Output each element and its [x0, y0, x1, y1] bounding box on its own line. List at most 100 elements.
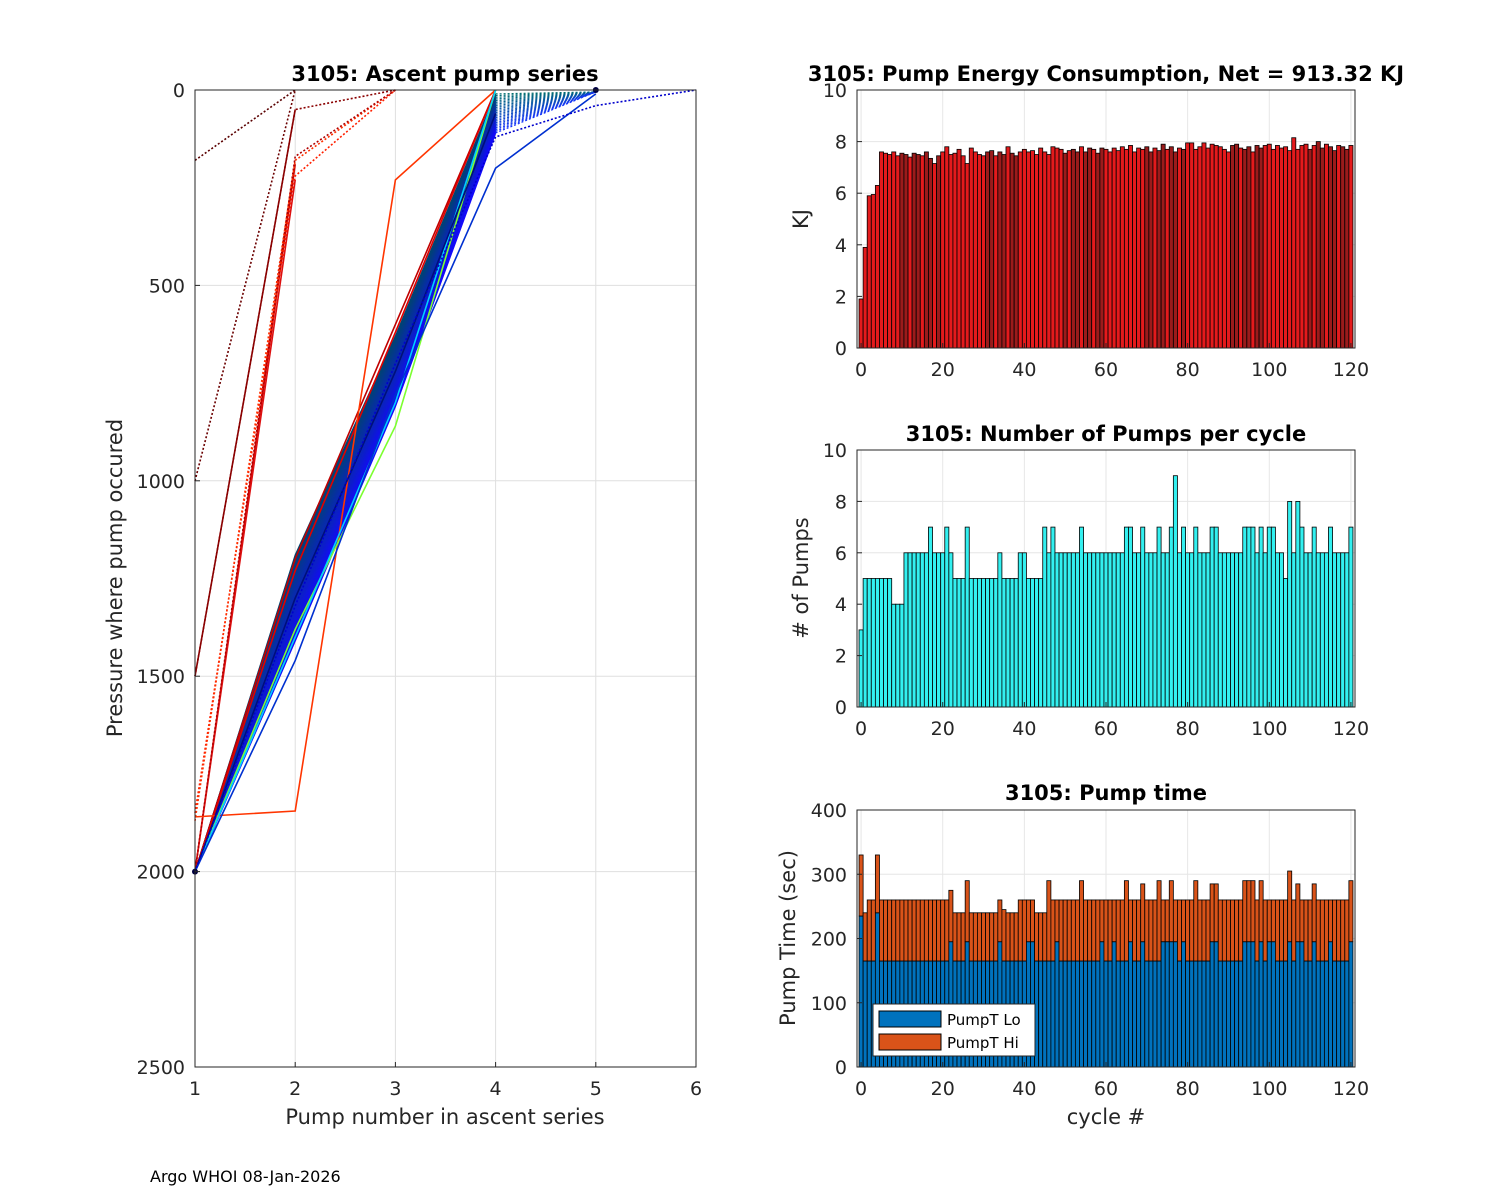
- energy-bar: [972, 151, 978, 349]
- pumps-bar: [1136, 552, 1142, 708]
- energy-ytick-label: 8: [835, 132, 847, 154]
- pumpt-hi-bar: [1144, 899, 1150, 962]
- pumpt-hi-bar: [1115, 899, 1121, 962]
- pumpt-lo-bar: [1128, 941, 1133, 1068]
- ascent-bundle-tail: [495, 91, 597, 132]
- pumpt-lo-bar: [1221, 960, 1227, 1068]
- pumpt-hi-bar: [1250, 880, 1256, 943]
- energy-xtick-label: 60: [1094, 359, 1118, 381]
- pumps-ytick-label: 10: [823, 440, 847, 462]
- pumps-bar: [1001, 578, 1007, 708]
- pumpt-hi-bar: [932, 899, 937, 962]
- ascent-ytick-label: 2500: [137, 1057, 185, 1079]
- energy-bar: [1181, 148, 1186, 349]
- energy-bar: [1054, 147, 1060, 349]
- energy-bar: [1250, 151, 1256, 349]
- pumpt-hi-bar: [1087, 899, 1093, 962]
- pumpt-hi-bar: [1205, 899, 1211, 962]
- energy-bar: [895, 155, 901, 349]
- pumpt-hi-bar: [1119, 899, 1125, 962]
- pumps-bar: [944, 526, 950, 708]
- pumps-bar: [1017, 552, 1023, 708]
- pumps-xtick-label: 80: [1176, 718, 1200, 740]
- pumpt-hi-bar: [936, 899, 942, 962]
- footer-text: Argo WHOI 08-Jan-2026: [150, 1167, 341, 1186]
- energy-bar: [985, 151, 991, 349]
- ascent-bundle-tail: [495, 91, 596, 97]
- pumpt-hi-bar: [915, 899, 921, 962]
- pumps-bar: [932, 552, 937, 708]
- energy-bar: [936, 155, 942, 349]
- energy-bar: [887, 154, 893, 349]
- pumpt-hi-bar: [1160, 899, 1166, 943]
- energy-bar: [944, 146, 950, 349]
- pumpt-lo-bar: [1213, 941, 1219, 1068]
- pumps-bar: [981, 578, 986, 708]
- ascent-xtick-label: 6: [690, 1078, 702, 1100]
- pumps-bar: [1144, 552, 1150, 708]
- pumpt-lo-bar: [1111, 941, 1117, 1068]
- pumpt-lo-bar: [1189, 960, 1195, 1068]
- pumps-bar: [1095, 552, 1101, 708]
- pumpt-hi-bar: [1340, 899, 1346, 962]
- pumpt-lo-bar: [1103, 960, 1109, 1068]
- pumpt-lo-bar: [1058, 960, 1064, 1068]
- energy-bar: [899, 152, 905, 349]
- pumpt-lo-bar: [1172, 941, 1178, 1068]
- energy-bar: [1205, 147, 1211, 349]
- pumpt-hi-bar: [972, 912, 978, 962]
- pumps-bar: [1262, 552, 1268, 708]
- pumpt-lo-bar: [1107, 960, 1113, 1068]
- pumpt-lo-bar: [1226, 960, 1231, 1068]
- ascent-ytick-label: 1000: [137, 471, 185, 493]
- pumpt-lo-bar: [1144, 960, 1150, 1068]
- ascent-bundle-tail: [495, 91, 596, 95]
- pumps-bar: [1213, 526, 1219, 708]
- pumps-ticks: 0 20 40 60 80 100 120 0 2 4 6 8 10: [823, 440, 1369, 740]
- energy-bar: [1291, 137, 1297, 349]
- energy-ytick-label: 10: [823, 80, 847, 102]
- pumps-bar: [1307, 552, 1313, 708]
- energy-bar: [1197, 146, 1203, 349]
- energy-bar: [862, 246, 868, 349]
- pumps-bar: [1177, 552, 1182, 708]
- energy-bar: [1042, 151, 1048, 349]
- pumps-bar: [1238, 552, 1244, 708]
- energy-bar: [1087, 147, 1093, 349]
- pumpt-hi-bar: [1005, 912, 1011, 962]
- pumps-bar: [1042, 526, 1048, 708]
- energy-bar: [928, 157, 933, 349]
- energy-bar: [1091, 148, 1097, 349]
- pumpt-hi-bar: [1128, 899, 1133, 943]
- energy-bar: [1128, 145, 1133, 349]
- energy-bar: [1119, 146, 1125, 349]
- pumpt-hi-bar: [866, 899, 872, 962]
- energy-bar: [891, 151, 897, 349]
- energy-bar: [1275, 145, 1280, 349]
- pumpt-hi-bar: [1262, 899, 1268, 962]
- pumps-bar: [960, 578, 966, 708]
- energy-bar: [1332, 150, 1338, 349]
- pumpt-hi-bar: [1348, 880, 1354, 943]
- pumptime-title: 3105: Pump time: [1005, 781, 1207, 805]
- pumps-bar: [1172, 475, 1178, 708]
- energy-ticks: 0 20 40 60 80 100 120 0 2 4 6 8 10: [823, 80, 1369, 381]
- ascent-ytick-label: 2000: [137, 862, 185, 884]
- energy-bar: [1132, 151, 1138, 349]
- pumps-bar: [1123, 526, 1129, 708]
- pumps-bar: [1168, 526, 1174, 708]
- pumps-bar: [862, 578, 868, 708]
- energy-bar: [1123, 148, 1129, 349]
- pumpt-lo-bar: [1148, 960, 1154, 1068]
- pumpt-hi-bar: [891, 899, 897, 962]
- energy-bar: [1185, 142, 1191, 349]
- pumps-bar: [1340, 552, 1346, 708]
- ascent-series-early-7: [194, 89, 396, 821]
- ascent-xtick-label: 4: [490, 1078, 502, 1100]
- pumpt-hi-bar: [919, 899, 925, 962]
- energy-bar: [1070, 148, 1076, 349]
- legend-swatch-pumpt-hi: [878, 1033, 942, 1051]
- energy-bar: [1283, 146, 1289, 349]
- pumps-bar: [1152, 552, 1158, 708]
- pumpt-lo-bar: [1201, 960, 1207, 1068]
